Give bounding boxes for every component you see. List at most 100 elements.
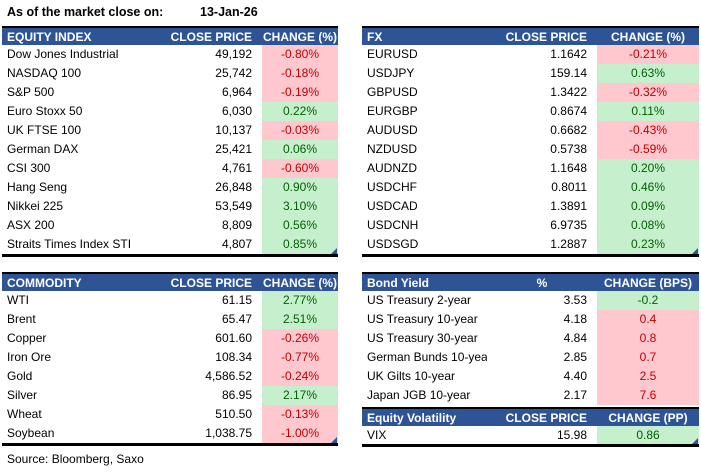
instrument-name: NZDUSD: [367, 142, 417, 156]
commodity-column-header: CHANGE (%): [263, 276, 337, 290]
instrument-name: USDCAD: [367, 199, 418, 213]
table-row: NASDAQ 100 25,742 -0.18%: [2, 64, 338, 83]
corner-marker: [692, 438, 698, 444]
bond-yield-column-header: CHANGE (BPS): [603, 276, 692, 290]
equity-index-column-header: CHANGE (%): [263, 30, 337, 44]
close-price: 65.47: [221, 312, 252, 326]
change-cell: 0.09%: [597, 197, 699, 216]
change-cell: 0.08%: [597, 216, 699, 235]
table-row: Japan JGB 10-year 2.17 7.6: [362, 386, 699, 405]
table-row: German Bunds 10-year 2.85 0.7: [362, 348, 699, 367]
table-row: S&P 500 6,964 -0.19%: [2, 83, 338, 102]
instrument-name: Dow Jones Industrial: [7, 47, 119, 61]
close-price: 0.5738: [550, 142, 587, 156]
commodity-table: COMMODITY CLOSE PRICE CHANGE (%) WTI 61.15 2.…: [2, 272, 338, 446]
table-row: GBPUSD 1.3422 -0.32%: [362, 83, 699, 102]
table-row: UK FTSE 100 10,137 -0.03%: [2, 121, 338, 140]
close-price: 2.85: [563, 350, 587, 364]
instrument-name: US Treasury 30-year: [367, 331, 478, 345]
bond-yield-header-row: Bond Yield% CHANGE (BPS): [362, 272, 699, 291]
table-row: US Treasury 10-year 4.18 0.4: [362, 310, 699, 329]
close-price: 53,549: [215, 199, 252, 213]
table-row: AUDNZD 1.1648 0.20%: [362, 159, 699, 178]
instrument-name: AUDUSD: [367, 123, 418, 137]
commodity-header-row: COMMODITY CLOSE PRICE CHANGE (%): [2, 272, 338, 291]
change-cell: 2.5: [597, 367, 699, 386]
instrument-name: Japan JGB 10-year: [367, 388, 471, 402]
close-price: 4,586.52: [205, 369, 252, 383]
table-row: ASX 200 8,809 0.56%: [2, 216, 338, 235]
close-price: 0.8011: [551, 180, 587, 194]
instrument-name: Gold: [7, 369, 33, 383]
instrument-name: CSI 300: [7, 161, 51, 175]
equity-volatility-table: Equity Volatility CLOSE PRICE CHANGE (PP) V…: [362, 407, 699, 447]
close-price: 6,964: [221, 85, 252, 99]
close-price: 159.14: [550, 66, 587, 80]
change-cell: 0.4: [597, 310, 699, 329]
change-cell: 3.10%: [262, 197, 338, 216]
table-row: USDSGD 1.2887 0.23%: [362, 235, 699, 254]
change-cell: 0.90%: [262, 178, 338, 197]
table-row: US Treasury 30-year 4.84 0.8: [362, 329, 699, 348]
change-cell: 0.63%: [597, 64, 699, 83]
close-price: 86.95: [221, 388, 252, 402]
close-price: 25,421: [215, 142, 252, 156]
equity-volatility-column-header: CLOSE PRICE: [505, 411, 587, 425]
close-price: 510.50: [215, 407, 252, 421]
change-cell: 0.7: [597, 348, 699, 367]
instrument-name: German DAX: [7, 142, 79, 156]
table-row: UK Gilts 10-year 4.40 2.5: [362, 367, 699, 386]
change-cell: 0.22%: [262, 102, 338, 121]
table-row: USDCHF 0.8011 0.46%: [362, 178, 699, 197]
table-row: Nikkei 225 53,549 3.10%: [2, 197, 338, 216]
close-price: 15.98: [556, 428, 587, 442]
instrument-name: NASDAQ 100: [7, 66, 82, 80]
equity-index-table: EQUITY INDEX CLOSE PRICE CHANGE (%) Dow Jon…: [2, 26, 338, 257]
change-cell: 0.06%: [262, 140, 338, 159]
change-cell: 0.86: [597, 426, 699, 444]
instrument-name: USDJPY: [367, 66, 415, 80]
fx-column-header: CHANGE (%): [611, 30, 685, 44]
close-price: 0.6682: [550, 123, 587, 137]
change-cell: -0.32%: [597, 83, 699, 102]
instrument-name: AUDNZD: [367, 161, 417, 175]
corner-marker: [331, 437, 337, 443]
table-row: Dow Jones Industrial 49,192 -0.80%: [2, 45, 338, 64]
instrument-name: S&P 500: [7, 85, 55, 99]
instrument-name: German Bunds 10-year: [367, 350, 487, 364]
bond-yield-table: Bond Yield% CHANGE (BPS) US Treasury 2-yea…: [362, 272, 699, 405]
instrument-name: USDSGD: [367, 237, 419, 251]
close-price: 4.40: [563, 369, 587, 383]
close-price: 49,192: [215, 47, 252, 61]
change-cell: 0.46%: [597, 178, 699, 197]
change-cell: -0.2: [597, 291, 699, 310]
table-row: Silver 86.95 2.17%: [2, 386, 338, 405]
table-row: German DAX 25,421 0.06%: [2, 140, 338, 159]
instrument-name: Soybean: [7, 426, 55, 440]
change-cell: 0.56%: [262, 216, 338, 235]
bond-yield-column-header: %: [536, 276, 548, 290]
change-cell: 0.11%: [597, 102, 699, 121]
equity-volatility-column-header: CHANGE (PP): [608, 411, 688, 425]
as-of-label: As of the market close on:: [7, 5, 164, 19]
table-row: US Treasury 2-year 3.53 -0.2: [362, 291, 699, 310]
close-price: 6,030: [221, 104, 252, 118]
table-row: AUDUSD 0.6682 -0.43%: [362, 121, 699, 140]
fx-column-header: CLOSE PRICE: [505, 30, 587, 44]
change-cell: 0.8: [597, 329, 699, 348]
fx-table: FX CLOSE PRICE CHANGE (%) EURUSD 1.1642 -0.21…: [362, 26, 699, 257]
close-price: 1.1642: [550, 47, 587, 61]
close-price: 4,761: [221, 161, 252, 175]
instrument-name: Hang Seng: [7, 180, 68, 194]
table-row: Brent 65.47 2.51%: [2, 310, 338, 329]
close-price: 1.3422: [550, 85, 587, 99]
instrument-name: Straits Times Index STI: [7, 237, 132, 251]
close-price: 0.8674: [550, 104, 587, 118]
fx-header-row: FX CLOSE PRICE CHANGE (%): [362, 26, 699, 45]
change-cell: 2.77%: [262, 291, 338, 310]
instrument-name: VIX: [367, 428, 387, 442]
table-row: Soybean 1,038.75 -1.00%: [2, 424, 338, 443]
change-cell: -0.13%: [262, 405, 338, 424]
close-price: 8,809: [221, 218, 252, 232]
close-price: 4.18: [563, 312, 587, 326]
